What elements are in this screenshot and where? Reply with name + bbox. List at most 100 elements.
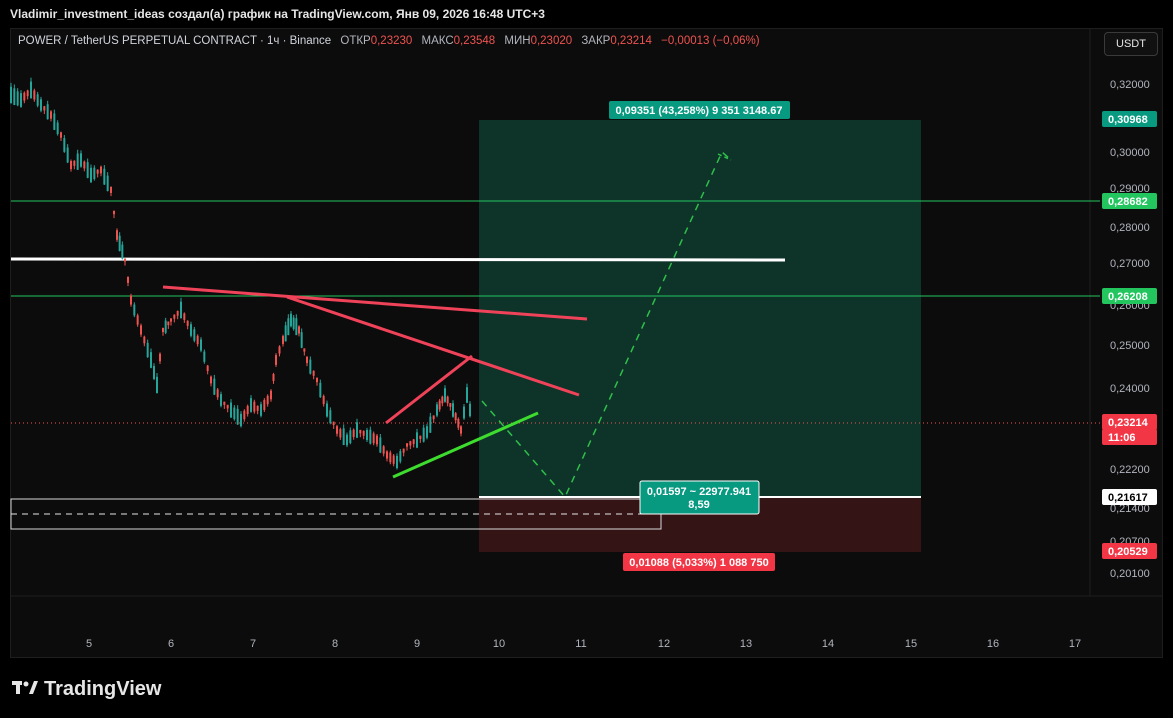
projected-path[interactable] xyxy=(481,150,732,499)
candle-body xyxy=(103,168,106,185)
candle-body xyxy=(243,410,246,420)
target-label[interactable]: 0,09351 (43,258%) 9 351 3148.67 xyxy=(609,101,790,119)
candle-body xyxy=(113,210,115,215)
candle-body xyxy=(282,336,284,344)
time-tick-label: 6 xyxy=(168,638,174,650)
trendline-support[interactable] xyxy=(392,411,539,479)
candle-body xyxy=(336,426,338,434)
candlestick-series xyxy=(10,77,471,470)
time-tick-label: 12 xyxy=(658,638,670,650)
candle-body xyxy=(167,321,170,326)
close-value: 0,23214 xyxy=(610,35,652,47)
candle-body xyxy=(452,403,454,417)
candle-body xyxy=(30,81,32,99)
price-tick-label: 0,32000 xyxy=(1110,79,1150,91)
candle-body xyxy=(372,433,375,444)
trendline-wedge-top[interactable] xyxy=(385,354,473,425)
time-tick-label: 7 xyxy=(250,638,256,650)
high-label: МАКС xyxy=(421,35,454,47)
candle-body xyxy=(83,161,86,169)
price-tick-label: 0,27000 xyxy=(1110,258,1150,270)
price-badge: 0,20529 xyxy=(1102,543,1157,559)
candle-body xyxy=(53,113,56,130)
candle-body xyxy=(43,106,46,111)
candle-body xyxy=(278,346,281,354)
candle-body xyxy=(287,318,290,336)
close-label: ЗАКР xyxy=(581,35,611,47)
candle-body xyxy=(386,451,388,459)
candle-body xyxy=(376,435,378,445)
candle-body xyxy=(180,301,182,319)
candle-body xyxy=(275,355,277,365)
candle-body xyxy=(362,430,365,436)
price-badge-text: 0,20529 xyxy=(1108,546,1148,558)
candle-body xyxy=(256,405,259,411)
candle-body xyxy=(153,366,155,379)
candle-body xyxy=(173,314,176,319)
symbol-name[interactable]: POWER / TetherUS PERPETUAL CONTRACT · 1ч… xyxy=(18,35,332,47)
target-zone[interactable] xyxy=(479,120,921,497)
candle-body xyxy=(300,332,303,348)
candle-body xyxy=(200,339,202,351)
candle-body xyxy=(389,452,392,463)
trendline-descending[interactable] xyxy=(286,295,580,397)
change-value: −0,00013 (−0,06%) xyxy=(661,35,760,47)
stop-label-text: 0,01088 (5,033%) 1 088 750 xyxy=(629,557,768,569)
candle-body xyxy=(60,132,62,138)
candle-body xyxy=(295,318,298,336)
candle-body xyxy=(96,169,99,174)
price-axis-badges: 0,30968 0,28682 0,26208 0,23214 11:06 0,21617… xyxy=(1102,111,1157,559)
time-tick-label: 13 xyxy=(740,638,752,650)
candle-body xyxy=(36,94,39,106)
high-value: 0,23548 xyxy=(453,35,496,47)
candle-body xyxy=(303,348,306,352)
time-tick-label: 14 xyxy=(822,638,834,650)
time-tick-label: 8 xyxy=(332,638,338,650)
candle-body xyxy=(352,429,355,438)
trendline-upper-flat[interactable] xyxy=(162,285,588,321)
candle-body xyxy=(121,244,124,259)
tradingview-logo[interactable]: TradingView xyxy=(12,676,161,702)
candle-body xyxy=(130,295,132,305)
candle-body xyxy=(460,426,462,434)
time-tick-label: 15 xyxy=(905,638,917,650)
currency-button[interactable]: USDT xyxy=(1104,32,1158,56)
resistance-line[interactable] xyxy=(10,257,786,262)
candle-body xyxy=(416,432,418,448)
price-badge-text: 0,21617 xyxy=(1108,492,1148,504)
candle-body xyxy=(309,359,312,374)
target-label-text: 0,09351 (43,258%) 9 351 3148.67 xyxy=(616,105,783,117)
price-tick-label: 0,22200 xyxy=(1110,464,1150,476)
tradingview-logo-text: TradingView xyxy=(44,677,162,700)
candle-body xyxy=(33,90,36,100)
candle-body xyxy=(116,230,118,240)
candle-body xyxy=(399,451,402,462)
time-tick-label: 9 xyxy=(414,638,420,650)
candle-body xyxy=(76,153,79,170)
candle-body xyxy=(80,153,82,167)
candle-body xyxy=(346,434,348,446)
candle-body xyxy=(233,407,236,420)
candle-body xyxy=(183,313,186,320)
candle-body xyxy=(306,356,308,364)
candle-body xyxy=(230,402,232,418)
entry-label[interactable]: 0,01597 ~ 22977.941 8,59 xyxy=(639,480,760,515)
candle-body xyxy=(143,336,146,344)
candle-body xyxy=(124,258,126,262)
candle-body xyxy=(284,325,287,342)
candle-body xyxy=(206,365,209,372)
symbol-legend: POWER / TetherUS PERPETUAL CONTRACT · 1ч… xyxy=(18,35,760,47)
candle-body xyxy=(246,405,249,415)
candle-body xyxy=(190,324,192,336)
candle-body xyxy=(146,342,149,358)
candle-body xyxy=(20,93,22,107)
time-axis[interactable]: 5 6 7 8 9 10 11 12 13 14 15 16 17 xyxy=(86,638,1081,650)
candle-body xyxy=(156,376,158,394)
projected-path-tip xyxy=(717,153,732,161)
price-tick-label: 0,25000 xyxy=(1110,340,1150,352)
candle-body xyxy=(292,317,295,330)
stop-label[interactable]: 0,01088 (5,033%) 1 088 750 xyxy=(623,553,775,571)
price-badge-text: 0,26208 xyxy=(1108,291,1148,303)
candle-body xyxy=(263,400,266,410)
